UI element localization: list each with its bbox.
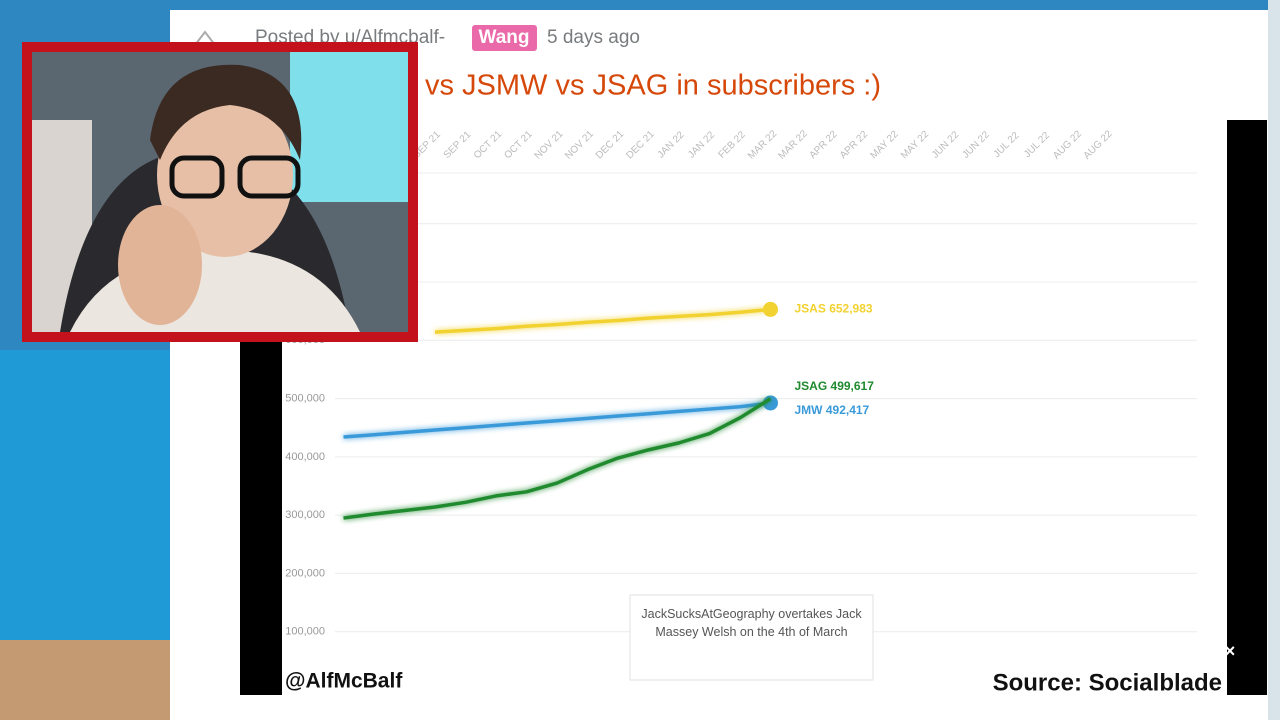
frame-right — [1227, 120, 1267, 695]
webcam-hair — [150, 64, 302, 160]
value-label: 652,983 — [829, 302, 873, 316]
series-name: JMW — [795, 403, 824, 417]
value-label: 499,617 — [831, 379, 875, 393]
webcam-hand — [118, 205, 202, 325]
series-line — [343, 401, 771, 439]
y-tick-label: 100,000 — [285, 626, 325, 638]
annotation-box — [629, 594, 874, 681]
handle: @AlfMcBalf — [285, 670, 403, 693]
y-tick-label: 400,000 — [285, 451, 325, 463]
source: Source: Socialblade — [993, 669, 1222, 696]
post-time: 5 days ago — [547, 27, 640, 48]
series-label: JSAS 652,983 — [795, 302, 873, 316]
series-label: JMW 492,417 — [795, 403, 870, 417]
y-tick-label: 300,000 — [285, 509, 325, 521]
series-label: JSAG 499,617 — [795, 379, 875, 393]
y-tick-label: 200,000 — [285, 567, 325, 579]
annotation: JackSucksAtGeography overtakes Jack Mass… — [641, 607, 862, 639]
webcam-light — [290, 52, 408, 202]
floor — [0, 640, 175, 720]
flair: Wang — [478, 27, 529, 48]
frame-left — [240, 340, 282, 695]
flair-badge — [472, 25, 537, 51]
y-tick-label: 500,000 — [285, 392, 325, 404]
series-line — [343, 397, 772, 520]
webcam-glasses — [169, 155, 225, 199]
annotation-holder: JackSucksAtGeography overtakes Jack Mass… — [641, 607, 862, 639]
right-strip — [1268, 0, 1280, 720]
webcam-face — [157, 93, 293, 257]
value-label: 492,417 — [826, 403, 870, 417]
series-name: JSAG — [795, 379, 828, 393]
end-dot — [763, 301, 778, 317]
series-name: JSAS — [795, 302, 826, 316]
series-line — [434, 307, 771, 334]
close-icon[interactable]: × — [1225, 641, 1236, 661]
webcam-glasses — [237, 155, 301, 199]
couch — [0, 350, 175, 640]
post-title[interactable]: vs JSMW vs JSAG in subscribers :) — [425, 70, 881, 102]
